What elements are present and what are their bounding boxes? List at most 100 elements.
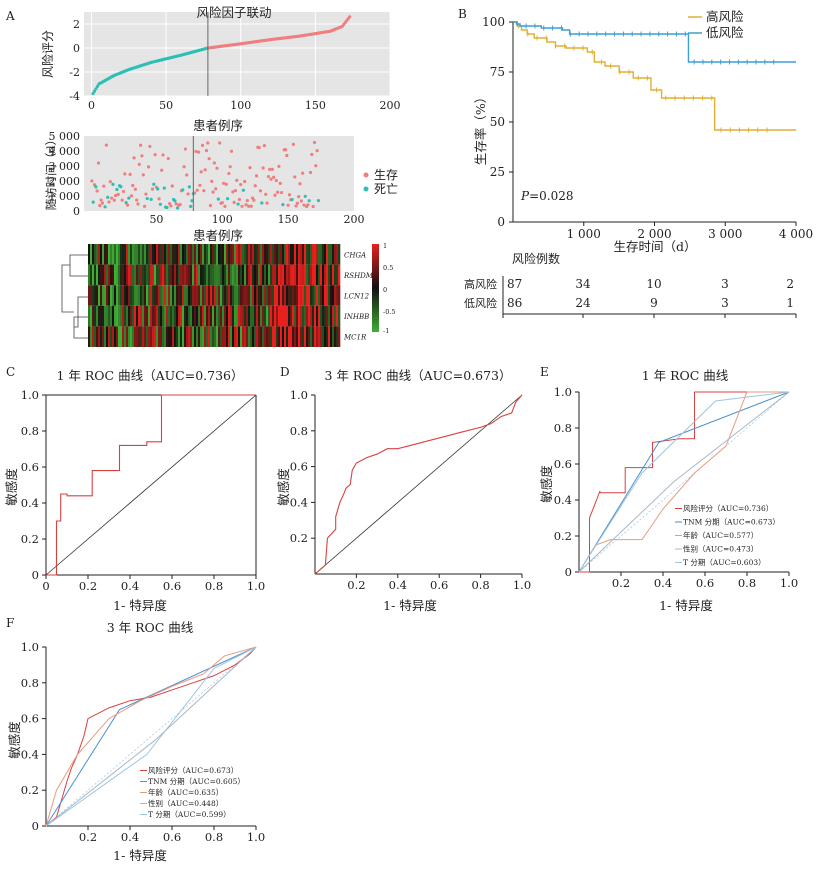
follow-up-point bbox=[303, 194, 307, 198]
roc-legend-label: 风险评分（AUC=0.736） bbox=[683, 503, 773, 513]
heatmap-cell bbox=[94, 285, 97, 306]
heatmap-cell bbox=[212, 244, 215, 265]
roc-3y-compare-title: 3 年 ROC 曲线 bbox=[107, 620, 194, 635]
heatmap-cell bbox=[312, 264, 315, 286]
risk-table-value: 9 bbox=[650, 296, 658, 310]
heatmap-cell bbox=[310, 326, 313, 347]
heatmap-cell bbox=[136, 326, 139, 347]
heatmap-cell bbox=[232, 244, 235, 265]
follow-up-point bbox=[183, 147, 188, 151]
heatmap-cell bbox=[92, 244, 95, 265]
heatmap-cell bbox=[272, 326, 275, 347]
follow-up-point bbox=[249, 204, 253, 208]
roc-ytick: 0.6 bbox=[21, 712, 39, 726]
follow-up-point bbox=[156, 187, 160, 191]
heatmap-cell bbox=[260, 244, 263, 265]
roc-ytick: 1.0 bbox=[21, 640, 39, 654]
follow-up-point bbox=[107, 200, 111, 204]
heatmap-cell bbox=[162, 326, 165, 347]
follow-up-point bbox=[162, 186, 166, 190]
heatmap-cell bbox=[132, 326, 135, 347]
heatmap-cell bbox=[96, 285, 99, 306]
legend-high-risk-label: 高风险 bbox=[706, 9, 744, 24]
heatmap-cell bbox=[258, 305, 261, 327]
follow-up-point bbox=[285, 153, 289, 158]
roc-xtick: 0.4 bbox=[121, 830, 139, 844]
heatmap-cell bbox=[142, 264, 145, 286]
heatmap-cell bbox=[164, 264, 167, 286]
heatmap-cell bbox=[184, 264, 187, 286]
heatmap-cell bbox=[164, 285, 167, 306]
heatmap-cell bbox=[276, 326, 279, 347]
km-ytick: 25 bbox=[490, 165, 505, 179]
follow-up-point bbox=[99, 198, 103, 202]
heatmap-cell bbox=[222, 305, 225, 327]
heatmap-cell bbox=[298, 244, 301, 265]
heatmap-cell bbox=[338, 244, 341, 265]
heatmap-cell bbox=[332, 326, 335, 347]
heatmap-cell bbox=[208, 264, 211, 286]
heatmap-cell bbox=[106, 244, 109, 265]
heatmap-cell bbox=[266, 305, 269, 327]
heatmap-cell bbox=[284, 305, 287, 327]
heatmap-cell bbox=[142, 285, 145, 306]
heatmap-row-label: INHBB bbox=[343, 313, 369, 321]
follow-up-point bbox=[306, 203, 310, 207]
heatmap-cell bbox=[272, 244, 275, 265]
heatmap-cell bbox=[174, 285, 177, 306]
heatmap-cell bbox=[246, 326, 249, 347]
roc-1y-compare-xlabel: 1- 特异度 bbox=[659, 598, 713, 613]
heatmap-cell bbox=[210, 244, 213, 265]
heatmap-cell bbox=[208, 244, 211, 265]
follow-up-point bbox=[269, 177, 273, 181]
heatmap-cell bbox=[102, 305, 105, 327]
follow-up-point bbox=[115, 187, 119, 192]
km-p-value: P=0.028 bbox=[520, 189, 574, 203]
heatmap-cell bbox=[154, 244, 157, 265]
heatmap-colorbar: 1 0.5 0 -0.5 -1 bbox=[372, 242, 396, 335]
heatmap-cell bbox=[128, 305, 131, 327]
heatmap-cell bbox=[142, 326, 145, 347]
follow-up-point bbox=[260, 201, 264, 205]
heatmap-cell bbox=[318, 305, 321, 327]
heatmap-cell bbox=[318, 326, 321, 347]
heatmap-cell bbox=[282, 264, 285, 286]
heatmap-cell bbox=[320, 244, 323, 265]
heatmap-cell bbox=[298, 264, 301, 286]
roc-xtick: 0.2 bbox=[347, 578, 365, 592]
heatmap-cell bbox=[232, 305, 235, 327]
heatmap-cell bbox=[292, 285, 295, 306]
colorbar-tick: -1 bbox=[383, 327, 389, 335]
follow-up-xtick: 150 bbox=[278, 213, 299, 226]
heatmap-cell bbox=[320, 264, 323, 286]
follow-up-point bbox=[279, 190, 284, 195]
follow-up-point bbox=[186, 192, 190, 196]
risk-score-point bbox=[95, 84, 100, 88]
heatmap-cell bbox=[106, 285, 109, 306]
heatmap-cell bbox=[238, 285, 241, 306]
heatmap-cell bbox=[158, 305, 161, 327]
heatmap-cell bbox=[220, 326, 223, 347]
heatmap-cell bbox=[230, 326, 233, 347]
roc-risk-score-curve bbox=[579, 391, 789, 573]
heatmap-cell bbox=[294, 285, 297, 306]
legend-dead-marker bbox=[363, 186, 369, 192]
heatmap-cell bbox=[190, 244, 193, 265]
heatmap-cell bbox=[268, 326, 271, 347]
roc-1y-compare-title: 1 年 ROC 曲线 bbox=[642, 368, 729, 383]
heatmap-cell bbox=[270, 244, 273, 265]
heatmap-cell bbox=[278, 326, 281, 347]
heatmap-cell bbox=[102, 285, 105, 306]
heatmap-cell bbox=[276, 285, 279, 306]
heatmap-cell bbox=[326, 264, 329, 286]
heatmap-cell bbox=[138, 305, 141, 327]
roc-xtick: 0.8 bbox=[205, 579, 223, 593]
heatmap-cell bbox=[220, 244, 223, 265]
colorbar-tick: 0 bbox=[383, 286, 387, 294]
heatmap-cell bbox=[246, 264, 249, 286]
follow-up-point bbox=[166, 156, 170, 161]
risk-table-value: 10 bbox=[646, 277, 661, 291]
panel-label-f: F bbox=[6, 616, 14, 630]
heatmap-cell bbox=[176, 305, 179, 327]
heatmap-cell bbox=[238, 244, 241, 265]
